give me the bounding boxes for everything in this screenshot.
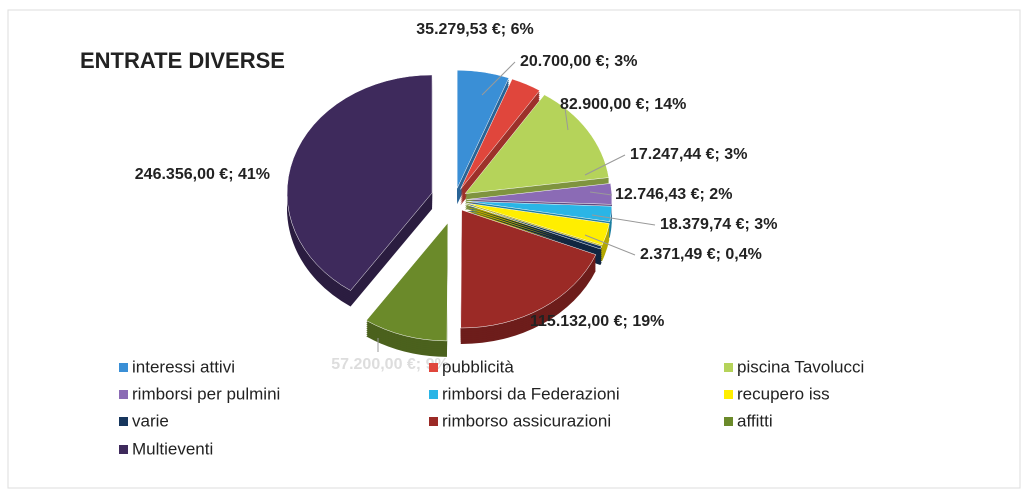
slice <box>466 183 613 205</box>
slice <box>464 94 610 194</box>
legend-swatch <box>724 363 733 372</box>
leader-line <box>481 61 516 96</box>
legend-swatch <box>119 445 128 454</box>
legend-label: affitti <box>737 411 773 430</box>
leader-line <box>564 107 569 131</box>
legend-swatch <box>724 390 733 399</box>
legend-label: piscina Tavolucci <box>737 357 864 376</box>
data-label: 20.700,00 €; 3% <box>520 53 637 70</box>
legend-label: interessi attivi <box>132 357 235 376</box>
legend-swatch <box>119 363 128 372</box>
legend-label: Multieventi <box>132 439 213 458</box>
legend-swatch <box>429 363 438 372</box>
legend-swatch <box>724 417 733 426</box>
slice <box>460 209 597 329</box>
leader-line <box>584 154 626 176</box>
slice-side <box>466 206 602 252</box>
data-label: 57.200,00 €; 9% <box>331 356 448 373</box>
slice <box>460 78 541 190</box>
legend-label: recupero iss <box>737 384 830 403</box>
legend-label: pubblicità <box>442 357 514 376</box>
legend-label: rimborso assicurazioni <box>442 411 611 430</box>
slice-side <box>466 208 602 254</box>
data-label: 35.279,53 €; 6% <box>416 21 533 38</box>
legend-swatch <box>119 417 128 426</box>
data-label: 82.900,00 €; 14% <box>560 96 686 113</box>
legend-label: rimborsi da Federazioni <box>442 384 620 403</box>
data-label: 246.356,00 €; 41% <box>135 166 270 183</box>
leader-line <box>591 214 656 226</box>
data-label: 17.247,44 €; 3% <box>630 146 747 163</box>
leader-line <box>584 234 636 256</box>
slice <box>456 69 510 189</box>
slice-side <box>466 210 602 256</box>
leader-line <box>589 191 613 196</box>
chart-title: ENTRATE DIVERSE <box>80 48 285 73</box>
data-label: 18.379,74 €; 3% <box>660 216 777 233</box>
legend-swatch <box>429 390 438 399</box>
slice <box>466 202 610 246</box>
legend-label: varie <box>132 411 169 430</box>
data-label: 12.746,43 €; 2% <box>615 186 732 203</box>
legend-label: rimborsi per pulmini <box>132 384 280 403</box>
slice <box>286 74 433 291</box>
data-label: 2.371,49 €; 0,4% <box>640 246 762 263</box>
data-label: 115.132,00 €; 19% <box>530 313 664 330</box>
legend-swatch <box>119 390 128 399</box>
slice <box>466 201 613 222</box>
slice <box>466 204 603 250</box>
legend-swatch <box>429 417 438 426</box>
slice <box>365 222 449 342</box>
